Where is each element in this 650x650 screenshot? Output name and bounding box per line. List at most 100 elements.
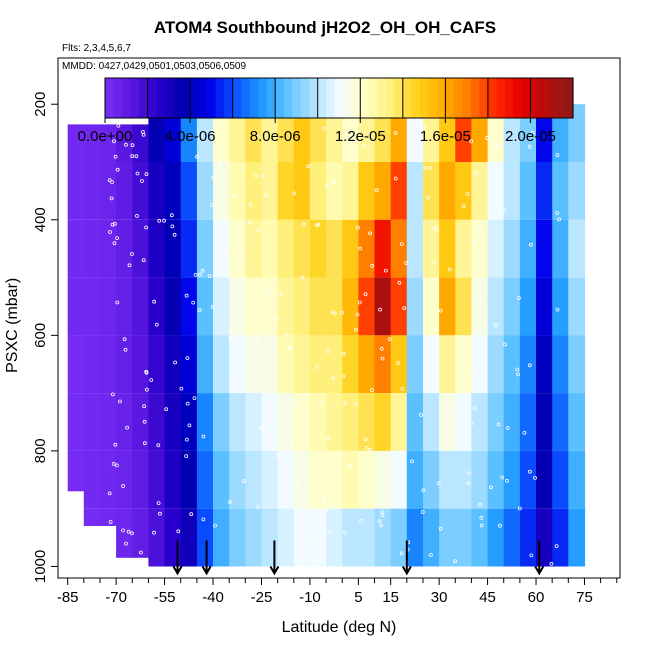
heatmap-cell — [196, 508, 214, 567]
sample-point — [115, 236, 119, 241]
sample-point — [555, 211, 559, 215]
sample-point — [264, 193, 268, 198]
heatmap-cell — [148, 112, 166, 162]
sample-point — [357, 300, 362, 305]
sample-point — [144, 369, 149, 374]
colorbar-segment — [351, 78, 361, 118]
y-axis-label: PSXC (mbar) — [4, 278, 21, 373]
sample-point — [363, 292, 368, 297]
sample-point — [530, 130, 535, 135]
sample-point — [255, 339, 260, 344]
heatmap-cell — [293, 104, 311, 162]
heatmap-cell — [261, 450, 279, 509]
heatmap-cell — [83, 124, 101, 162]
heatmap-cell — [229, 393, 246, 451]
sample-point — [113, 442, 118, 447]
heatmap-cell — [342, 162, 359, 220]
heatmap-cell — [132, 335, 150, 394]
y-tick-label: 800 — [32, 438, 49, 463]
heatmap-cell — [552, 508, 569, 567]
sample-point — [284, 333, 289, 338]
sample-point — [210, 129, 215, 134]
heatmap-cell — [67, 219, 85, 278]
heatmap-cell — [229, 219, 246, 278]
colorbar-segment — [368, 78, 378, 118]
heatmap-cell — [423, 450, 440, 509]
sample-point — [123, 347, 128, 352]
sample-point — [293, 402, 298, 407]
sample-point — [274, 316, 279, 321]
sample-point — [124, 142, 128, 147]
colorbar-segment — [258, 78, 268, 118]
x-tick-label: 15 — [382, 589, 399, 606]
colorbar-segment — [224, 78, 234, 118]
heatmap-cell — [455, 508, 473, 567]
colorbar-segment — [377, 78, 387, 118]
profile-arrows — [172, 540, 545, 576]
heatmap-cell — [196, 219, 214, 278]
sample-point — [310, 540, 315, 545]
sample-point — [238, 291, 243, 296]
sample-point — [318, 399, 323, 404]
heatmap-cell — [439, 450, 456, 509]
colorbar-segment — [504, 78, 514, 118]
sample-point — [399, 551, 404, 556]
colorbar-segment — [436, 78, 446, 118]
heatmap-cell — [390, 104, 408, 162]
heatmap-cell — [358, 104, 376, 162]
colorbar-segment — [547, 78, 557, 118]
heatmap-cell — [471, 277, 489, 336]
heatmap-cell — [261, 393, 279, 451]
heatmap-cell — [116, 508, 133, 558]
heatmap-cell — [180, 104, 198, 162]
heatmap-cell — [471, 104, 489, 162]
sample-point — [139, 179, 144, 183]
x-axis: -85 -70 -55 -40 -25 -10 5 15 30 45 60 75 Latitude (d… — [57, 578, 618, 636]
heatmap-cell — [148, 277, 166, 336]
colorbar-segment — [539, 78, 549, 118]
colorbar-segment — [105, 78, 115, 118]
sample-point — [154, 322, 159, 327]
sample-point — [485, 136, 489, 140]
heatmap-cell — [309, 162, 327, 220]
sample-point — [383, 268, 388, 273]
y-tick-label: 600 — [32, 323, 49, 348]
sample-point — [354, 402, 359, 407]
sample-point — [221, 205, 226, 210]
sample-point — [130, 531, 134, 536]
sample-point — [184, 437, 189, 442]
sample-point — [464, 402, 469, 407]
sample-point — [130, 252, 134, 256]
sample-point — [224, 250, 229, 255]
colorbar-segment — [411, 78, 421, 118]
sample-point — [326, 349, 330, 354]
sample-point — [115, 463, 119, 468]
x-tick-label: -70 — [105, 589, 127, 606]
sample-point — [410, 459, 414, 464]
heatmap-cell — [552, 335, 569, 394]
sample-point — [387, 337, 392, 342]
colorbar-segment — [207, 78, 217, 118]
sample-point — [255, 367, 260, 372]
heatmap-cell — [536, 219, 553, 278]
sample-point — [157, 511, 162, 516]
heatmap-cell — [132, 508, 150, 558]
sample-point — [447, 267, 452, 272]
y-tick-label: 400 — [32, 207, 49, 232]
heatmap-cell — [455, 162, 473, 220]
sample-point — [210, 304, 215, 309]
colorbar-segment — [232, 78, 242, 118]
x-tick-label: -85 — [57, 589, 79, 606]
heatmap-cell — [439, 335, 456, 394]
heatmap-cell — [213, 508, 230, 567]
colorbar-segment — [428, 78, 438, 118]
heatmap-cell — [261, 219, 279, 278]
heatmap-cell — [293, 162, 311, 220]
sample-point — [236, 383, 241, 388]
colorbar-segment — [164, 78, 174, 118]
heatmap-cell — [471, 450, 489, 509]
heatmap-cell — [164, 104, 182, 162]
sample-point — [453, 559, 458, 564]
sample-point — [301, 222, 306, 227]
sample-point — [217, 160, 222, 165]
